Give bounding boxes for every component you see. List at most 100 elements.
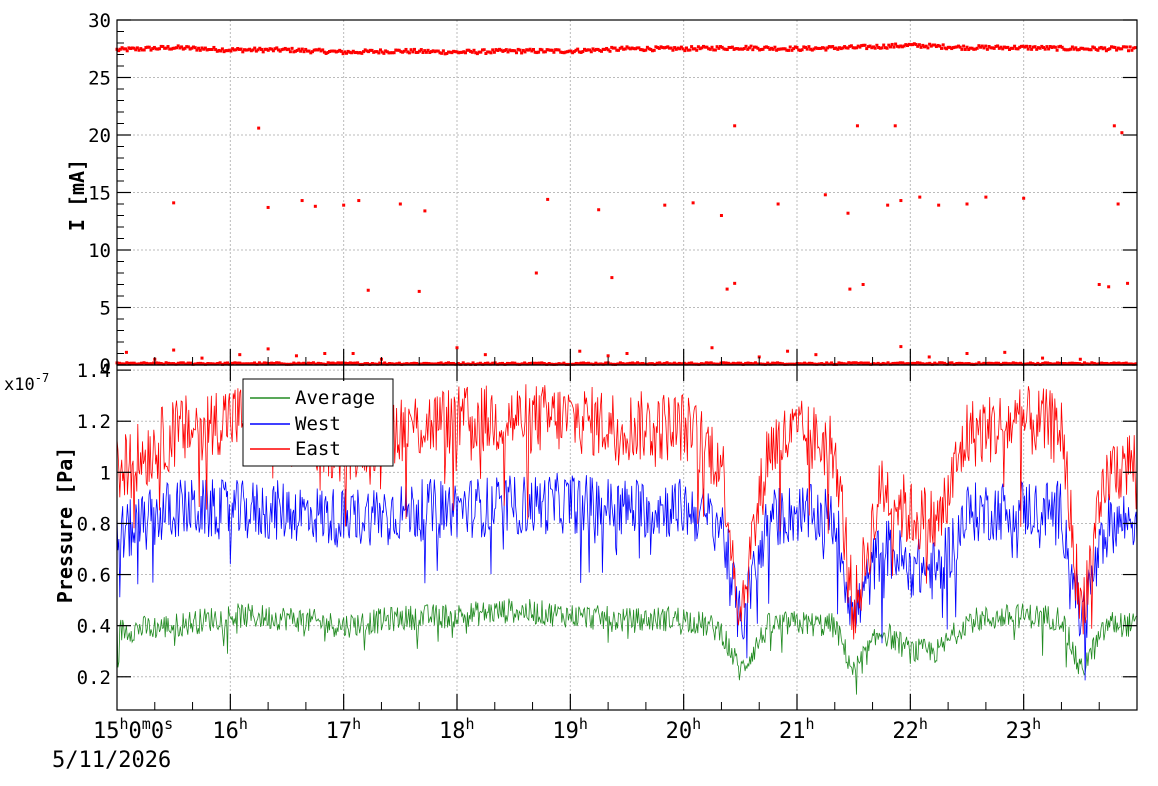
current-point [455,50,459,54]
current-point [593,48,597,52]
current-point [955,45,959,49]
current-point [152,45,156,49]
current-point-zero [704,361,708,365]
current-point [1016,47,1020,51]
current-point-zero [341,361,345,365]
current-point [630,46,634,50]
current-point [883,46,887,50]
current-point-zero [761,362,765,366]
current-point [377,51,381,55]
current-point-zero [447,361,450,365]
current-point-zero [476,362,480,366]
current-point-outlier [1126,281,1130,285]
current-point-zero [771,361,775,365]
current-point [810,48,814,52]
current-point [365,49,369,53]
current-point [205,48,209,52]
current-point [929,44,933,48]
current-point [773,45,777,49]
current-point [732,47,736,51]
current-point-outlier [1120,131,1124,135]
current-point-zero [594,361,598,365]
current-point [492,50,496,54]
current-point [173,46,177,50]
current-point [1067,48,1071,52]
current-point-zero [847,361,851,365]
current-point [370,48,374,52]
current-point-zero [660,362,664,366]
current-point-zero [1087,362,1091,366]
current-point-outlier [1116,202,1120,206]
current-point-zero [518,362,522,366]
current-point-zero [943,361,947,365]
current-point [409,48,413,52]
current-point-outlier [886,203,890,207]
current-point-zero [768,362,772,366]
current-point-zero [405,362,409,366]
current-point-zero [510,361,514,365]
current-point [460,50,464,54]
current-point [812,47,816,51]
current-point-zero [898,361,902,365]
current-point [139,47,143,51]
current-point [1019,44,1023,48]
current-point [134,48,138,52]
current-point-zero [640,361,644,365]
current-point-zero [545,362,549,366]
current-point-zero [321,362,325,366]
current-point-zero [226,361,229,365]
current-point-zero [586,361,590,365]
current-point [1127,49,1130,53]
current-point-zero [451,361,455,365]
current-point-zero [427,362,431,366]
current-point [1120,47,1124,51]
current-point [1128,45,1132,49]
current-point [118,47,122,51]
current-point-zero [997,361,1001,365]
current-point [418,49,422,53]
current-point-zero [1011,361,1015,365]
current-point [974,47,977,51]
current-point-outlier [417,289,421,293]
current-point [484,51,488,55]
current-point-zero [1004,361,1008,365]
current-point-outlier [257,126,261,130]
current-point [572,50,576,54]
current-point [135,46,139,50]
current-point-zero [152,361,156,365]
current-point [263,47,267,51]
current-point [448,50,452,54]
current-point-zero [184,362,188,366]
current-point-zero [825,361,829,365]
current-point [632,47,636,51]
current-point [1099,45,1103,49]
current-point-outlier [965,202,969,206]
current-point [798,48,802,52]
current-point [346,49,350,53]
current-point-zero [1063,362,1067,366]
current-point [146,45,150,49]
current-point [171,46,175,50]
y-tick-label: 20 [88,125,111,147]
current-point [928,42,932,46]
current-point-zero [839,361,843,365]
current-point-zero [707,361,711,365]
current-point [151,47,155,51]
current-point [244,48,248,52]
current-point [564,50,568,54]
current-point-zero [709,361,713,365]
current-point-zero [189,361,193,365]
current-point [336,49,340,53]
current-point [686,48,690,52]
current-point-zero [788,362,792,366]
current-point [1013,44,1017,48]
current-point-zero [528,361,532,365]
current-point [545,48,549,52]
current-point-zero [419,362,423,366]
current-point [161,45,165,49]
current-point [547,48,551,52]
current-point-zero [866,361,870,365]
current-point [703,45,707,49]
current-point [406,50,410,54]
current-point [1006,45,1010,49]
